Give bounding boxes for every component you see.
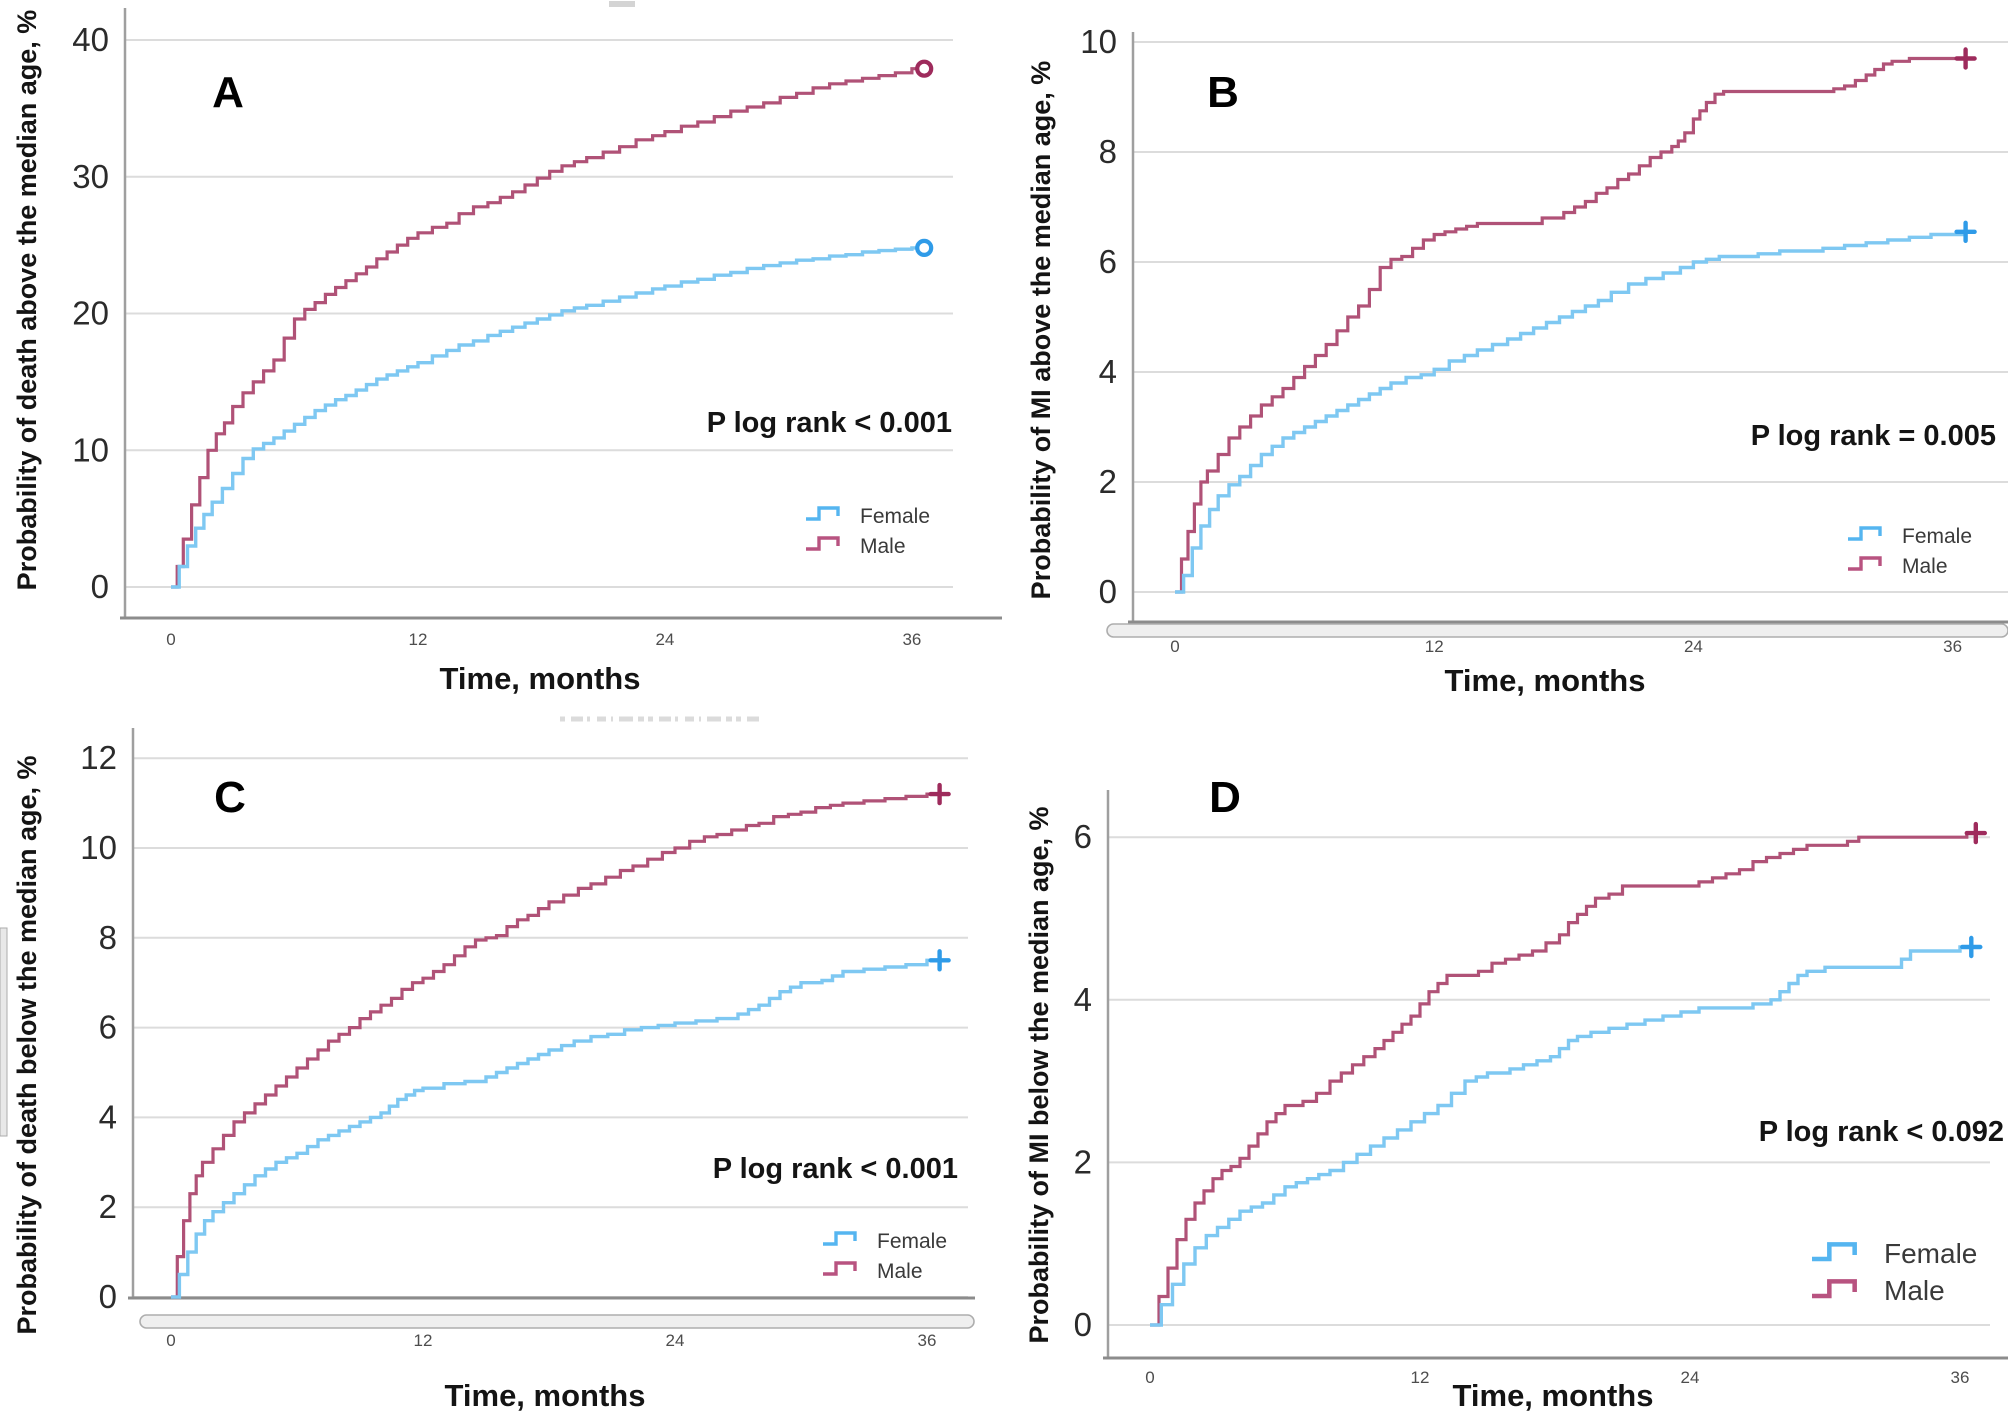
panel-letter: A [212,68,244,117]
y-tick-label: 10 [72,431,109,468]
axis-title-y: Probability of death above the median ag… [12,10,42,591]
scrollbar-artifact [1106,623,2008,638]
legend-label-male: Male [1884,1275,1945,1306]
curve-female [1175,231,1968,594]
legend-step-icon-male [806,536,840,551]
x-tick-label: 36 [1951,1368,1970,1387]
y-tick-label: 0 [99,1278,117,1315]
legend-step-icon-male [1848,556,1882,571]
censor-plus-marker-male [1964,821,1987,845]
x-tick-label: 24 [655,630,674,649]
y-tick-label: 40 [72,21,109,58]
p-value-label: P log rank < 0.001 [707,407,952,439]
x-tick-label: 12 [1411,1368,1430,1387]
legend-step-icon-female [823,1231,857,1246]
y-tick-label: 10 [80,829,117,866]
curve-female [171,958,940,1299]
y-tick-label: 6 [99,1009,117,1046]
legend-label-male: Male [877,1260,923,1283]
y-tick-label: 8 [99,919,117,956]
x-tick-label: 12 [1425,637,1444,656]
legend-label-female: Female [1884,1238,1977,1269]
p-value-label: P log rank = 0.005 [1751,420,1996,452]
y-tick-label: 2 [1074,1143,1092,1180]
x-tick-label: 36 [918,1331,937,1350]
p-value-label: P log rank < 0.092 [1759,1116,2004,1148]
curve-male [1150,831,1976,1327]
x-tick-label: 36 [1943,637,1962,656]
y-tick-label: 2 [1099,463,1117,500]
legend-step-icon-male [823,1261,857,1276]
axis-title-x: Time, months [445,1378,646,1413]
axis-title-y: Probability of MI below the median age, … [1024,806,1054,1343]
y-tick-label: 4 [1074,981,1092,1018]
y-tick-label: 2 [99,1188,117,1225]
y-tick-label: 0 [1099,573,1117,610]
legend-step-icon-female [1812,1242,1857,1262]
y-tick-label: 20 [72,295,109,332]
p-value-label: P log rank < 0.001 [713,1153,958,1185]
x-tick-label: 0 [166,630,175,649]
axis-title-y: Probability of death below the median ag… [12,755,42,1334]
panel-letter: B [1207,68,1239,117]
legend-label-female: Female [1902,525,1972,548]
x-tick-label: 24 [1684,637,1703,656]
curve-male [1175,56,1966,594]
panel-letter: C [214,773,246,822]
curve-female [171,246,925,589]
x-tick-label: 24 [666,1331,685,1350]
y-tick-label: 4 [1099,353,1117,390]
x-tick-label: 0 [166,1331,175,1350]
curve-male [171,67,925,589]
axis-title-x: Time, months [1453,1378,1654,1413]
censor-plus-marker-female [1954,220,1977,243]
x-tick-label: 0 [1145,1368,1154,1387]
censor-plus-marker-male [1954,47,1977,70]
censor-circle-marker-male [915,59,934,78]
legend-step-icon-female [1848,526,1882,541]
axis-title-y: Probability of MI above the median age, … [1026,61,1056,600]
y-tick-label: 4 [99,1098,117,1135]
y-tick-label: 6 [1074,818,1092,855]
legend-label-male: Male [860,535,906,558]
y-tick-label: 0 [1074,1306,1092,1343]
curve-female [1150,945,1972,1327]
panel-a: 0 10 20 30 40 0 12 24 36 Probability of death abo… [12,8,1002,696]
legend-label-male: Male [1902,555,1948,578]
censor-plus-marker-female [928,949,951,972]
censor-plus-marker-male [928,782,951,806]
x-tick-label: 12 [414,1331,433,1350]
legend-step-icon-male [1812,1279,1857,1299]
legend-step-icon-female [806,506,840,521]
curve-male [171,792,940,1299]
artifact-left-edge-bar [0,927,8,1137]
y-tick-label: 6 [1099,243,1117,280]
x-tick-label: 0 [1170,637,1179,656]
axis-title-x: Time, months [1445,663,1646,698]
y-tick-label: 10 [1080,23,1117,60]
x-tick-label: 36 [902,630,921,649]
x-tick-label: 12 [409,630,428,649]
y-tick-label: 12 [80,739,117,776]
censor-plus-marker-female [1960,935,1983,959]
scrollbar-artifact [139,1314,975,1329]
y-tick-label: 30 [72,158,109,195]
y-tick-label: 0 [91,568,109,605]
artifact-top-mark [609,1,635,7]
x-tick-label: 24 [1681,1368,1700,1387]
panel-letter: D [1209,773,1241,822]
legend-label-female: Female [877,1230,947,1253]
censor-circle-marker-female [915,238,934,257]
legend-label-female: Female [860,505,930,528]
axis-title-x: Time, months [440,661,641,696]
y-tick-label: 8 [1099,133,1117,170]
